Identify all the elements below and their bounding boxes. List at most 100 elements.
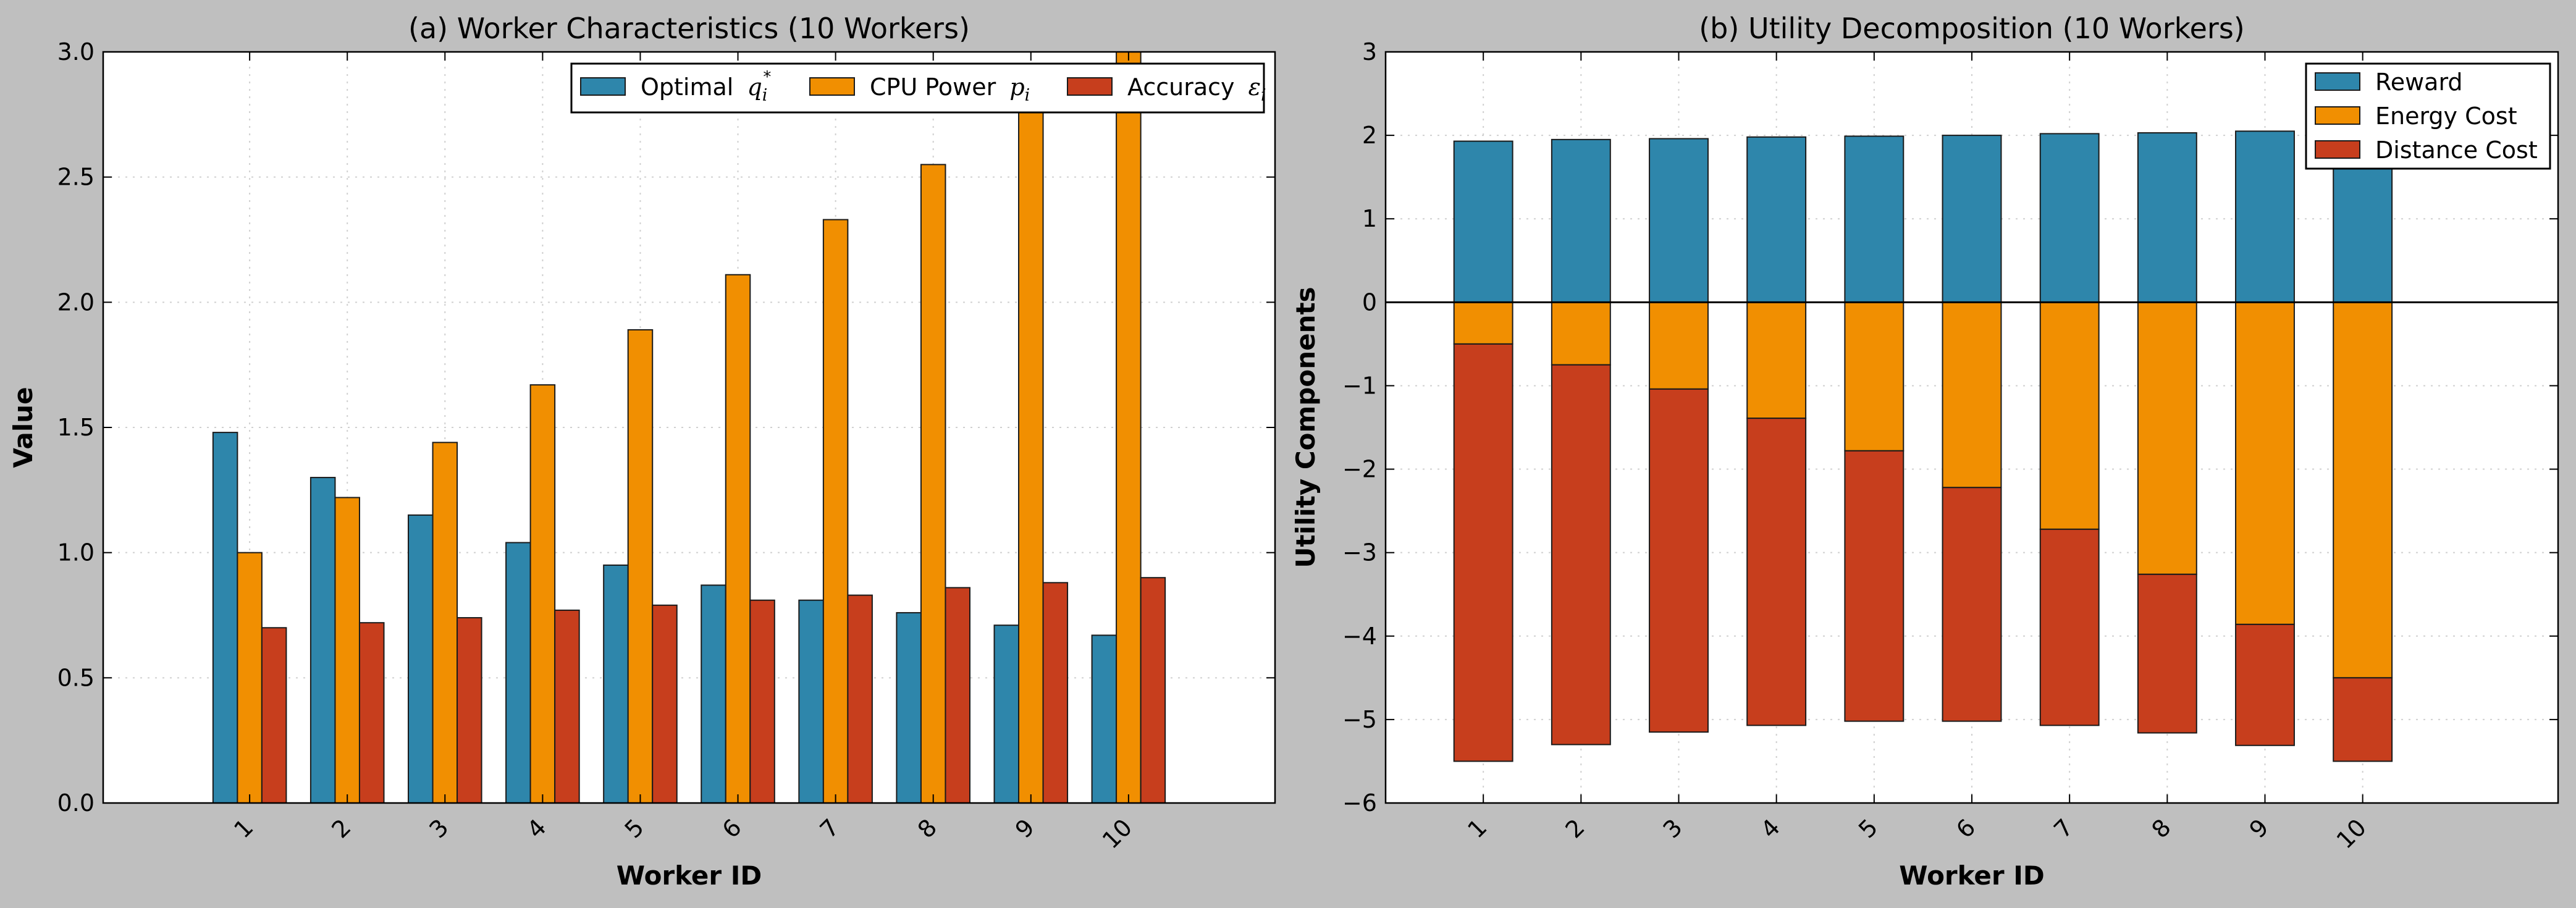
bar-reward (1453, 140, 1513, 303)
legend-series-superscript: * (763, 68, 771, 86)
bar (1116, 51, 1142, 804)
bar-distance-cost (2039, 528, 2100, 726)
x-tick-label: 4 (1756, 813, 1785, 843)
bar (945, 587, 970, 804)
x-tick-label: 10 (2331, 813, 2372, 854)
x-tick-label: 8 (2146, 813, 2176, 843)
x-tick-label: 2 (326, 813, 356, 843)
bar-reward (1844, 135, 1905, 303)
legend-handle (809, 77, 855, 96)
y-tick-label: 1 (1362, 205, 1377, 232)
legend-series-subscript: i (762, 86, 768, 105)
ticks: 0.0 0.5 1.0 1.5 2.0 2.5 3.0 1 2 3 4 5 6 7 8 9 10 (57, 38, 1275, 854)
y-tick-label: 0.0 (57, 789, 95, 817)
legend-entry: Accuracy εi (1127, 74, 1266, 105)
y-axis-label: Utility Components (1290, 287, 1321, 568)
bar-distance-cost (1844, 450, 1905, 722)
panel-b: −6 −5 −4 −3 −2 −1 0 1 2 3 1 2 3 4 5 6 7 8 9 10 (b) Utility D… (1290, 12, 2559, 891)
y-tick-label: 3.0 (57, 38, 95, 65)
x-tick-label: 2 (1560, 813, 1589, 843)
bar-distance-cost (2137, 573, 2197, 734)
y-tick-label: −1 (1342, 372, 1377, 399)
bar (358, 622, 385, 804)
y-tick-label: 2.5 (57, 164, 95, 191)
bar (652, 604, 678, 804)
bar-energy-cost (2137, 301, 2197, 575)
x-tick-label: 4 (522, 813, 552, 843)
legend-series-name: Accuracy (1127, 74, 1242, 101)
legend-handle (1067, 77, 1113, 96)
y-axis-label: Value (8, 387, 38, 468)
bar (408, 514, 434, 804)
bar-energy-cost (2333, 301, 2393, 679)
bar (603, 564, 629, 804)
legend-handle (2315, 72, 2360, 91)
x-axis-label: Worker ID (1899, 860, 2045, 891)
y-tick-label: −4 (1342, 623, 1377, 650)
bar (261, 627, 287, 804)
bar (725, 274, 751, 804)
y-tick-label: 1.0 (57, 539, 95, 566)
bar (457, 617, 482, 804)
y-tick-label: 2.0 (57, 288, 95, 316)
bar-reward (1551, 138, 1611, 303)
legend-entry: Energy Cost (2375, 103, 2517, 130)
bar-distance-cost (2235, 623, 2295, 746)
legend-series-subscript: i (1261, 86, 1266, 105)
bar-energy-cost (1649, 301, 1709, 390)
bar-distance-cost (2333, 677, 2393, 762)
bar-energy-cost (2039, 301, 2100, 530)
bar (1140, 577, 1166, 804)
bar-reward (2235, 130, 2295, 303)
bar-energy-cost (2235, 301, 2295, 625)
y-tick-label: −5 (1342, 706, 1377, 733)
chart-title: (b) Utility Decomposition (10 Workers) (1699, 12, 2245, 45)
y-tick-label: 2 (1362, 122, 1377, 149)
bar (847, 594, 873, 804)
bar-reward (1746, 136, 1807, 303)
legend-series-symbol: p (1009, 74, 1024, 101)
legend: Reward Energy Cost Distance Cost (2305, 62, 2551, 170)
bar-distance-cost (1551, 364, 1611, 746)
bar (627, 329, 654, 804)
x-tick-label: 3 (424, 813, 453, 843)
x-tick-label: 7 (815, 813, 844, 843)
y-tick-label: −6 (1342, 789, 1377, 817)
bar (237, 552, 263, 804)
bar (822, 219, 849, 804)
legend-series-symbol: ε (1248, 74, 1261, 101)
x-tick-label: 1 (229, 813, 258, 843)
bar (554, 609, 580, 804)
bar (505, 542, 531, 804)
bar (798, 599, 824, 804)
legend-series-subscript: i (1025, 86, 1030, 105)
legend: Optimal qi* CPU Power pi Accuracy εi (570, 62, 1266, 114)
bar-energy-cost (1844, 301, 1905, 452)
bar-energy-cost (1551, 301, 1611, 366)
x-tick-label: 6 (1951, 813, 1980, 843)
bar (749, 599, 775, 804)
legend-handle (580, 77, 626, 96)
bar-energy-cost (1453, 301, 1513, 345)
x-tick-label: 9 (2244, 813, 2274, 843)
bar-reward (2137, 132, 2197, 303)
bar-distance-cost (1746, 418, 1807, 726)
x-tick-label: 10 (1097, 813, 1137, 854)
bar (701, 584, 726, 804)
x-tick-label: 9 (1010, 813, 1040, 843)
bar-distance-cost (1942, 487, 2002, 722)
y-tick-label: 0.5 (57, 664, 95, 691)
bar (993, 624, 1020, 804)
x-axis-label: Worker ID (617, 860, 762, 891)
bar-energy-cost (1942, 301, 2002, 489)
bar (334, 497, 360, 804)
bar-reward (2039, 133, 2100, 303)
legend-handle (2315, 140, 2360, 159)
bars (212, 51, 1166, 804)
y-tick-label: −2 (1342, 456, 1377, 483)
bar (529, 384, 556, 804)
bar (212, 432, 238, 804)
x-tick-label: 5 (1853, 813, 1883, 843)
y-tick-label: −3 (1342, 539, 1377, 566)
